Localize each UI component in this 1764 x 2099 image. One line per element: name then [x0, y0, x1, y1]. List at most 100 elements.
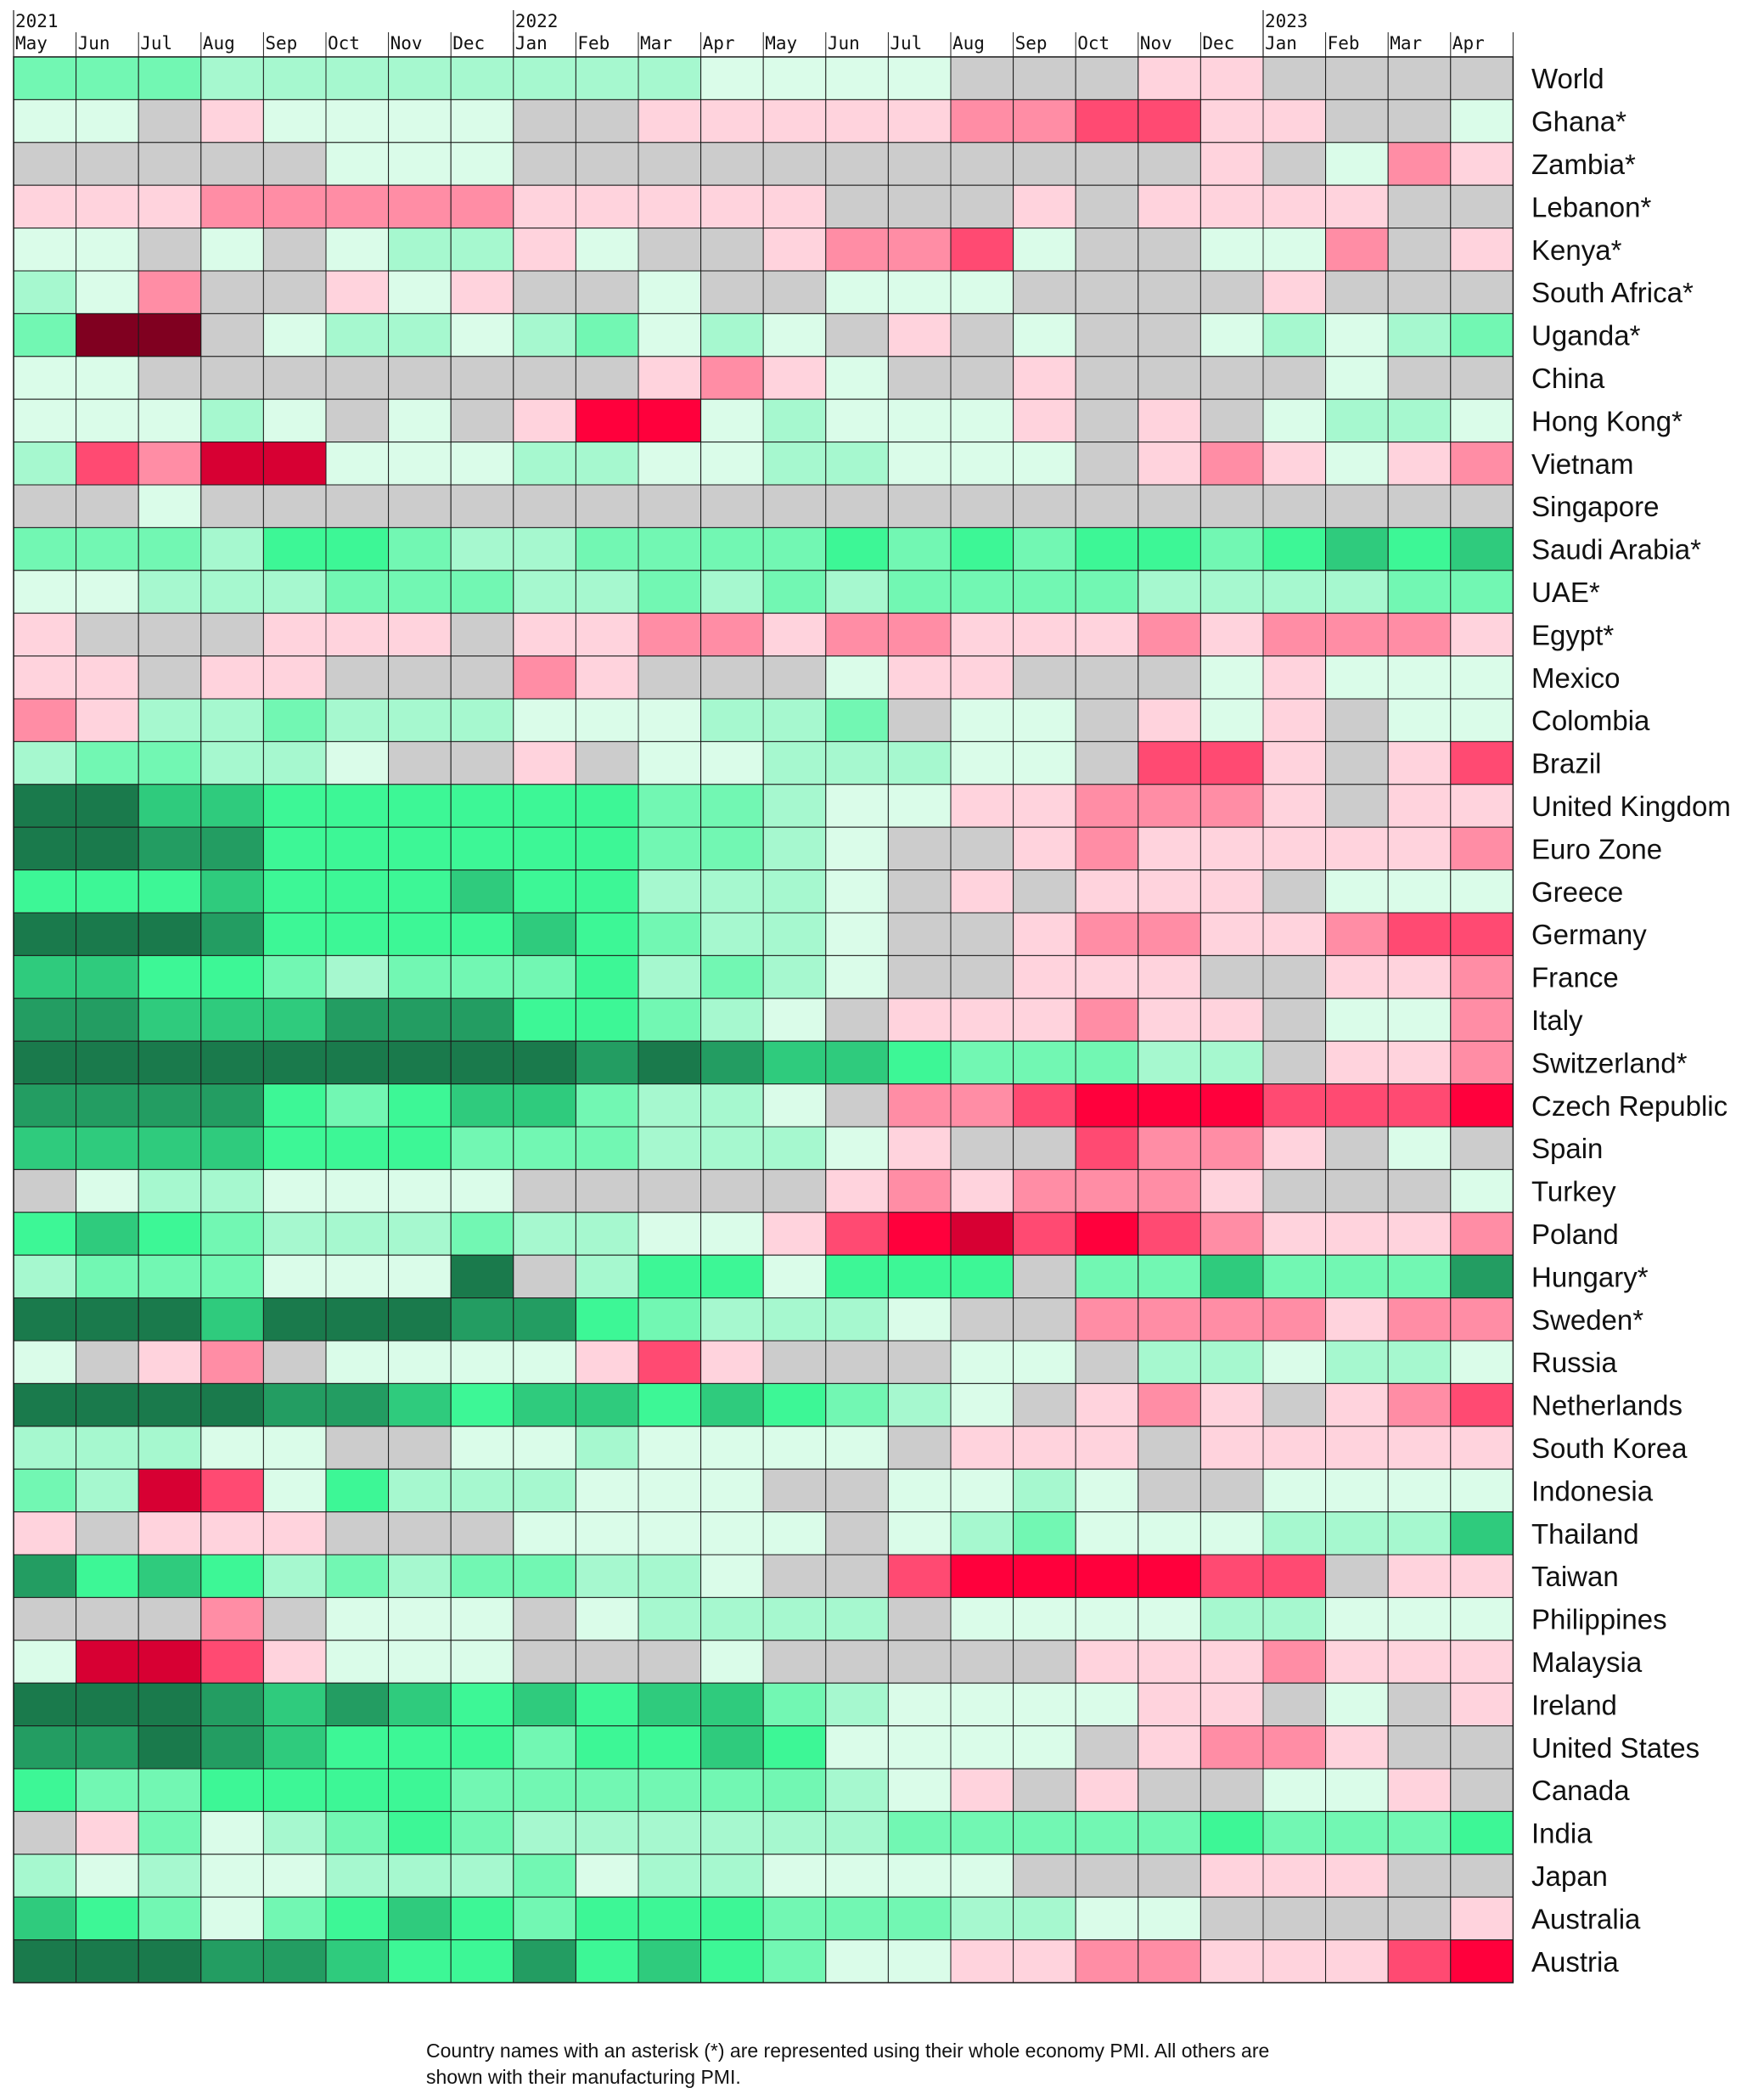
heatmap-cell: [200, 270, 264, 314]
heatmap-cell: [1450, 1596, 1514, 1641]
heatmap-cell: [13, 612, 77, 657]
heatmap-cell: [887, 1810, 952, 1855]
country-label: Sweden*: [1531, 1304, 1643, 1336]
heatmap-cell: [575, 184, 639, 229]
heatmap-cell: [1387, 1854, 1452, 1898]
heatmap-cell: [76, 312, 139, 357]
heatmap-cell: [1013, 1212, 1076, 1256]
heatmap-cell: [450, 1554, 514, 1598]
country-label: Turkey: [1531, 1176, 1616, 1207]
heatmap-cell: [825, 912, 889, 956]
heatmap-cell: [1387, 1511, 1452, 1556]
heatmap-cell: [1387, 1682, 1452, 1727]
heatmap-cell: [76, 656, 139, 700]
heatmap-cell: [950, 1254, 1014, 1299]
heatmap-cell: [825, 270, 889, 314]
heatmap-cell: [138, 1297, 202, 1342]
heatmap-cell: [638, 526, 702, 571]
heatmap-cell: [1075, 1168, 1139, 1213]
month-label: Mar: [640, 33, 672, 53]
heatmap-cell: [1262, 1810, 1327, 1855]
heatmap-cell: [262, 142, 327, 186]
heatmap-cell: [1450, 1682, 1514, 1727]
heatmap-cell: [1075, 1340, 1139, 1384]
heatmap-cell: [513, 1682, 576, 1727]
heatmap-cell: [138, 1596, 202, 1641]
heatmap-cell: [1138, 784, 1201, 828]
heatmap-cell: [13, 998, 77, 1042]
heatmap-cell: [1387, 98, 1452, 143]
heatmap-cell: [762, 1126, 827, 1170]
heatmap-cells: [13, 56, 1514, 1984]
heatmap-cell: [575, 270, 639, 314]
heatmap-cell: [13, 98, 77, 143]
heatmap-cell: [1325, 442, 1389, 486]
heatmap-cell: [262, 1340, 327, 1384]
heatmap-cell: [513, 1083, 576, 1128]
heatmap-cell: [1199, 442, 1264, 486]
heatmap-cell: [200, 698, 264, 742]
heatmap-cell: [1013, 998, 1076, 1042]
heatmap-cell: [762, 1340, 827, 1384]
heatmap-cell: [638, 869, 702, 914]
heatmap-cell: [575, 1725, 639, 1770]
heatmap-cell: [575, 912, 639, 956]
heatmap-cell: [513, 1340, 576, 1384]
heatmap-cell: [76, 142, 139, 186]
heatmap-cell: [825, 228, 889, 272]
heatmap-cell: [325, 184, 390, 229]
heatmap-cell: [513, 784, 576, 828]
heatmap-cell: [76, 398, 139, 443]
heatmap-cell: [325, 1297, 390, 1342]
heatmap-cell: [138, 1083, 202, 1128]
heatmap-cell: [262, 570, 327, 614]
heatmap-cell: [138, 356, 202, 400]
heatmap-cell: [76, 56, 139, 100]
heatmap-cell: [200, 656, 264, 700]
heatmap-cell: [1325, 1640, 1389, 1684]
heatmap-cell: [450, 1511, 514, 1556]
heatmap-cell: [1138, 1939, 1201, 1984]
country-label: Greece: [1531, 876, 1623, 908]
heatmap-cell: [1325, 740, 1389, 785]
heatmap-cell: [513, 1810, 576, 1855]
heatmap-cell: [762, 1083, 827, 1128]
country-label: Australia: [1531, 1903, 1641, 1934]
heatmap-cell: [1075, 869, 1139, 914]
country-label: Czech Republic: [1531, 1090, 1727, 1122]
heatmap-cell: [513, 1254, 576, 1299]
heatmap-cell: [1387, 1939, 1452, 1984]
heatmap-cell: [262, 398, 327, 443]
heatmap-cell: [1075, 1254, 1139, 1299]
heatmap-cell: [1450, 1426, 1514, 1470]
heatmap-cell: [13, 356, 77, 400]
heatmap-cell: [887, 1340, 952, 1384]
heatmap-cell: [1325, 998, 1389, 1042]
heatmap-cell: [575, 398, 639, 443]
heatmap-cell: [1450, 56, 1514, 100]
heatmap-cell: [13, 1254, 77, 1299]
heatmap-cell: [575, 1640, 639, 1684]
heatmap-cell: [825, 1554, 889, 1598]
heatmap-cell: [1075, 1426, 1139, 1470]
heatmap-cell: [1013, 869, 1076, 914]
heatmap-cell: [575, 1468, 639, 1513]
heatmap-cell: [262, 740, 327, 785]
heatmap-cell: [887, 1596, 952, 1641]
heatmap-cell: [950, 1640, 1014, 1684]
country-label: Japan: [1531, 1860, 1608, 1892]
country-label: Spain: [1531, 1133, 1603, 1164]
heatmap-cell: [575, 612, 639, 657]
heatmap-cell: [1325, 356, 1389, 400]
heatmap-cell: [1199, 1725, 1264, 1770]
heatmap-cell: [76, 998, 139, 1042]
heatmap-cell: [450, 656, 514, 700]
heatmap-cell: [1075, 656, 1139, 700]
heatmap-cell: [1325, 142, 1389, 186]
heatmap-cell: [638, 56, 702, 100]
heatmap-cell: [1325, 1896, 1389, 1941]
heatmap-cell: [638, 612, 702, 657]
heatmap-cell: [887, 1896, 952, 1941]
heatmap-cell: [325, 998, 390, 1042]
heatmap-cell: [388, 1640, 452, 1684]
